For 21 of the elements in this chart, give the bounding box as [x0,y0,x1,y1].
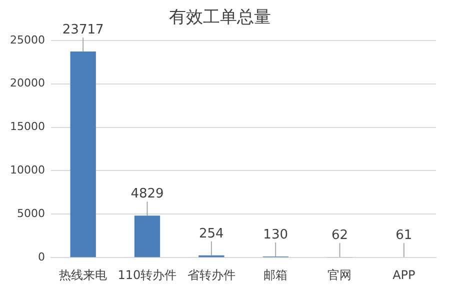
data-label: 254 [199,226,224,242]
y-tick-label: 15000 [10,120,45,134]
x-tick-label: 邮箱 [264,268,288,282]
x-tick-label: 热线来电 [59,268,108,282]
y-tick-label: 20000 [10,76,45,90]
y-tick-label: 25000 [10,33,45,46]
y-tick-label: 10000 [10,164,45,177]
x-tick-label: APP [392,268,416,282]
x-tick-label: 省转办件 [187,268,236,282]
data-label: 61 [396,228,412,243]
bar [134,216,160,258]
bar [70,52,96,258]
data-label: 130 [263,227,288,242]
data-label: 62 [331,228,348,243]
y-tick-label: 0 [38,250,45,264]
y-tick-label: 5000 [16,207,45,220]
x-tick-label: 官网 [328,268,352,282]
x-tick-label: 110转办件 [118,268,177,282]
chart-title: 有效工单总量 [169,8,271,28]
data-label: 23717 [62,22,104,38]
data-label: 4829 [130,186,164,202]
